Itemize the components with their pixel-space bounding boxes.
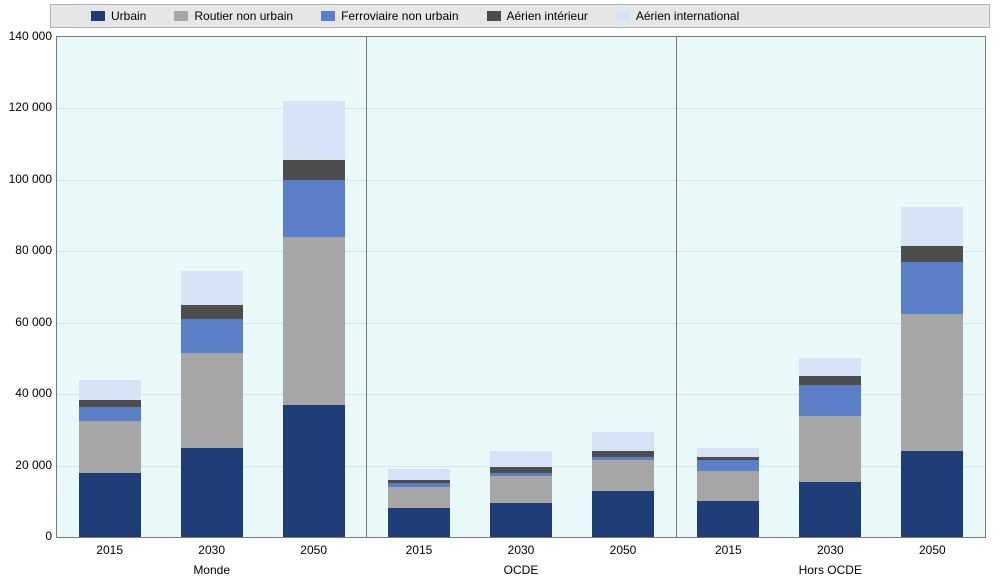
bar-segment-urbain [79,473,141,537]
y-tick-label: 120 000 [4,100,52,114]
gridline [57,180,985,181]
bar-segment-routier [181,353,243,448]
x-group-label: Monde [57,563,366,577]
bar-segment-urbain [388,508,450,537]
bar-segment-aer_int [697,457,759,461]
gridline [57,108,985,109]
legend-swatch [616,11,630,21]
y-tick-label: 0 [4,529,52,543]
bar-segment-aer_int [79,400,141,407]
bar-segment-urbain [697,501,759,537]
gridline [57,251,985,252]
y-tick-label: 100 000 [4,172,52,186]
bar-segment-aer_ext [490,451,552,467]
bar-segment-aer_int [388,480,450,484]
y-tick-label: 40 000 [4,386,52,400]
x-tick-year: 2030 [799,543,861,557]
bar-segment-ferro [697,460,759,471]
bar-segment-routier [697,471,759,501]
bar-segment-aer_int [490,467,552,472]
y-tick-label: 20 000 [4,458,52,472]
legend-item: Ferroviaire non urbain [321,9,458,23]
bar-segment-aer_int [799,376,861,385]
legend-label: Aérien international [636,9,739,23]
bar-segment-aer_ext [283,101,345,160]
legend-swatch [321,11,335,21]
plot-area: 201520302050201520302050201520302050Mond… [56,36,986,538]
legend-item: Aérien international [616,9,739,23]
x-tick-year: 2050 [901,543,963,557]
bar-segment-routier [388,487,450,508]
bar-segment-routier [79,421,141,473]
bar-segment-aer_ext [388,469,450,480]
bar-segment-routier [490,476,552,503]
legend-item: Urbain [91,9,146,23]
bar-segment-ferro [490,473,552,477]
bar-segment-aer_ext [181,271,243,305]
legend-swatch [174,11,188,21]
x-tick-year: 2050 [592,543,654,557]
bar-segment-urbain [283,405,345,537]
legend: Urbain Routier non urbain Ferroviaire non … [50,4,990,28]
x-tick-year: 2030 [490,543,552,557]
bar-segment-ferro [79,407,141,421]
bar-segment-aer_ext [799,358,861,376]
legend-item: Aérien intérieur [487,9,588,23]
bar-segment-urbain [592,491,654,537]
y-tick-label: 80 000 [4,243,52,257]
legend-label: Routier non urbain [194,9,293,23]
x-tick-year: 2015 [79,543,141,557]
group-separator [676,37,677,537]
legend-item: Routier non urbain [174,9,293,23]
bar-segment-aer_ext [79,380,141,400]
x-group-label: OCDE [366,563,675,577]
bar-segment-urbain [181,448,243,537]
bar-segment-aer_int [181,305,243,319]
bar-segment-aer_int [901,246,963,262]
bar-segment-ferro [181,319,243,353]
bar-segment-urbain [799,482,861,537]
bar-segment-ferro [901,262,963,314]
x-tick-year: 2030 [181,543,243,557]
bar-segment-routier [901,314,963,452]
group-separator [366,37,367,537]
bar-segment-aer_ext [901,207,963,246]
bar-segment-ferro [283,180,345,237]
bar-segment-aer_int [283,160,345,180]
bar-segment-ferro [388,483,450,487]
bar-segment-urbain [490,503,552,537]
bar-segment-routier [592,460,654,490]
x-tick-year: 2015 [388,543,450,557]
legend-label: Urbain [111,9,146,23]
legend-label: Ferroviaire non urbain [341,9,458,23]
bar-segment-urbain [901,451,963,537]
bar-segment-aer_ext [592,432,654,452]
bar-segment-routier [283,237,345,405]
bar-segment-ferro [799,385,861,415]
y-tick-label: 140 000 [4,29,52,43]
bar-segment-aer_int [592,451,654,456]
transport-demand-chart: Urbain Routier non urbain Ferroviaire non … [0,0,1000,588]
x-tick-year: 2015 [697,543,759,557]
y-tick-label: 60 000 [4,315,52,329]
bar-segment-ferro [592,457,654,461]
legend-label: Aérien intérieur [507,9,588,23]
bar-segment-aer_ext [697,448,759,457]
legend-swatch [91,11,105,21]
x-group-label: Hors OCDE [676,563,985,577]
legend-swatch [487,11,501,21]
x-tick-year: 2050 [283,543,345,557]
bar-segment-routier [799,416,861,482]
